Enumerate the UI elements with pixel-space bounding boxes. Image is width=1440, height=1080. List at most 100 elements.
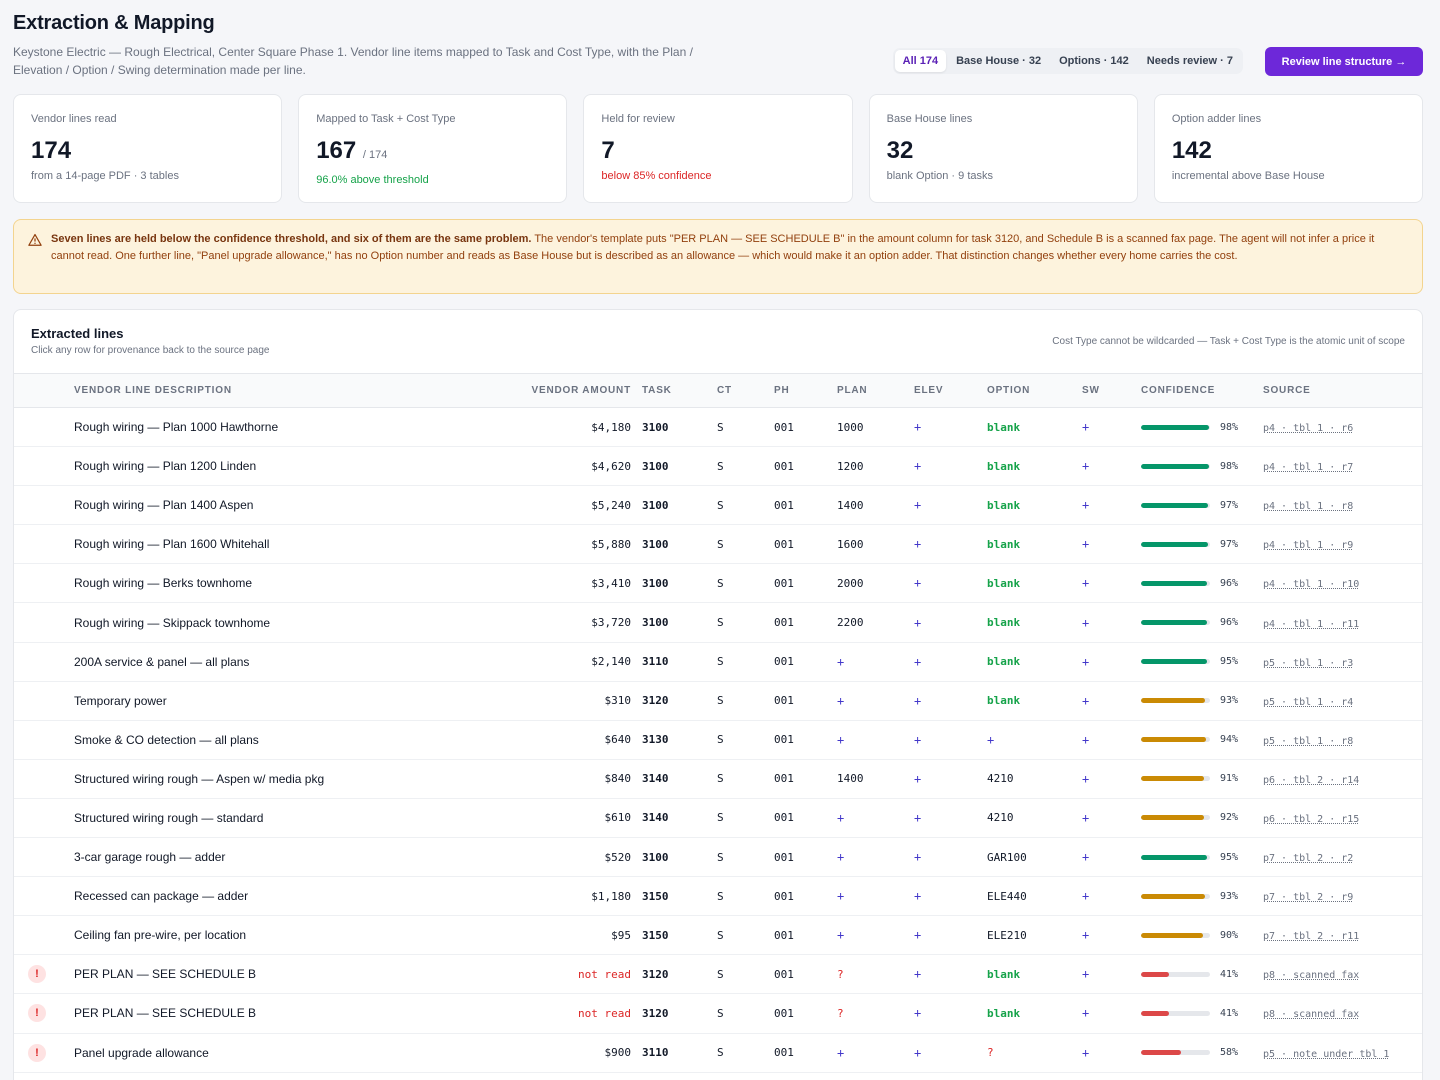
source-link[interactable]: p6 · tbl 2 · r15 bbox=[1263, 813, 1360, 825]
confidence-bar bbox=[1141, 932, 1210, 938]
stat-sub: blank Option · 9 tasks bbox=[886, 170, 993, 182]
row-cost-type: S bbox=[717, 485, 774, 526]
row-description: Panel upgrade allowance bbox=[74, 1033, 484, 1073]
row-elevation-value: + bbox=[914, 693, 922, 708]
confidence-bar bbox=[1141, 1010, 1210, 1016]
review-line-structure-button[interactable]: Review line structure → bbox=[1265, 47, 1423, 76]
row-swing-value: + bbox=[1082, 732, 1090, 747]
row-cost-type: S bbox=[717, 602, 774, 643]
table-row[interactable]: Structured wiring rough — standard $610 31… bbox=[14, 798, 1422, 839]
row-source: p5 · tbl 1 · r3 bbox=[1263, 642, 1422, 682]
row-cost-type-value: S bbox=[717, 811, 724, 825]
source-link[interactable]: p5 · tbl 1 · r3 bbox=[1263, 657, 1354, 669]
source-link[interactable]: p6 · tbl 2 · r14 bbox=[1263, 774, 1360, 786]
confidence-percent: 95% bbox=[1219, 851, 1238, 863]
stat-card-held: Held for review 7 below 85% confidence bbox=[583, 94, 853, 203]
row-elevation: + bbox=[914, 876, 987, 917]
source-link[interactable]: p4 · tbl 1 · r11 bbox=[1263, 618, 1360, 630]
row-plan: 2000 bbox=[837, 563, 914, 604]
table-row[interactable]: Smoke & CO detection — all plans $640 3130… bbox=[14, 720, 1422, 760]
row-task-value: 3120 bbox=[642, 1006, 669, 1020]
table-row[interactable]: 200A service & panel — all plans $2,140 31… bbox=[14, 642, 1422, 682]
table-row[interactable]: Rough wiring — Berks townhome $3,410 3100 S… bbox=[14, 563, 1422, 604]
source-link[interactable]: p4 · tbl 1 · r9 bbox=[1263, 540, 1354, 552]
stat-value: 142 bbox=[1171, 137, 1212, 164]
source-link[interactable]: p5 · tbl 1 · r4 bbox=[1263, 696, 1354, 708]
row-source: p4 · tbl 1 · r7 bbox=[1263, 446, 1422, 487]
row-elevation: + bbox=[914, 759, 987, 799]
row-elevation: + bbox=[914, 446, 987, 487]
source-link[interactable]: p8 · scanned fax bbox=[1263, 970, 1360, 982]
row-amount-value: $4,620 bbox=[591, 459, 631, 473]
row-description-value: PER PLAN — SEE SCHEDULE B bbox=[74, 967, 257, 982]
row-plan-value: + bbox=[837, 732, 845, 747]
row-source: p5 · tbl 1 · r8 bbox=[1263, 720, 1422, 760]
filter-options[interactable]: Options · 142 bbox=[1059, 55, 1129, 67]
table-row[interactable]: Rough wiring — Skippack townhome $3,720 31… bbox=[14, 602, 1422, 643]
confidence-meter: 90% bbox=[1141, 930, 1263, 941]
row-cost-type-value: S bbox=[717, 498, 724, 512]
source-link[interactable]: p4 · tbl 1 · r10 bbox=[1263, 579, 1360, 591]
confidence-bar-fill bbox=[1141, 737, 1206, 743]
table-row[interactable]: Recessed can package — adder $1,180 3150 S 0… bbox=[14, 876, 1422, 917]
row-option: GAR100 bbox=[987, 837, 1082, 878]
table-row[interactable]: Rough wiring — Plan 1400 Aspen $5,240 3100… bbox=[14, 485, 1422, 526]
filter-base-house[interactable]: Base House · 32 bbox=[956, 55, 1042, 67]
row-cost-type: S bbox=[717, 681, 774, 721]
alert-icon: ! bbox=[28, 965, 46, 984]
row-cost-type: S bbox=[717, 524, 774, 565]
table-row[interactable]: Temporary power $310 3120 S 001 + + blank +93% p5… bbox=[14, 681, 1422, 721]
table-row[interactable]: Structured wiring rough — Aspen w/ media… bbox=[14, 759, 1422, 799]
row-task-value: 3100 bbox=[642, 420, 669, 434]
row-task-value: 3100 bbox=[642, 616, 669, 630]
row-elevation: + bbox=[914, 524, 987, 565]
row-task-value: 3120 bbox=[642, 967, 669, 981]
source-link[interactable]: p5 · tbl 1 · r8 bbox=[1263, 735, 1354, 747]
row-source: p7 · tbl 2 · r2 bbox=[1263, 837, 1422, 878]
row-plan: + bbox=[837, 642, 914, 682]
table-row[interactable]: ! Panel upgrade allowance $900 3110 S 001 + +? +… bbox=[14, 1033, 1422, 1073]
row-amount-value: $2,140 bbox=[591, 655, 631, 669]
source-link[interactable]: p4 · tbl 1 · r7 bbox=[1263, 462, 1354, 474]
row-description-value: Rough wiring — Plan 1600 Whitehall bbox=[74, 537, 270, 552]
source-link[interactable]: p7 · tbl 2 · r11 bbox=[1263, 931, 1360, 943]
table-row[interactable]: Ceiling fan pre-wire, per location $95 315… bbox=[14, 915, 1422, 956]
row-swing-value: + bbox=[1082, 1006, 1090, 1021]
row-plan: + bbox=[837, 681, 914, 721]
row-description: Rough wiring — Berks townhome bbox=[74, 563, 484, 604]
row-cost-type: S bbox=[717, 642, 774, 682]
source-link[interactable]: p8 · scanned fax bbox=[1263, 1009, 1360, 1021]
page-title: Extraction & Mapping bbox=[13, 12, 215, 34]
row-swing-value: + bbox=[1082, 889, 1090, 904]
row-confidence: 93% bbox=[1141, 681, 1263, 721]
confidence-percent: 91% bbox=[1219, 773, 1238, 785]
table-row[interactable]: 3-car garage rough — adder $520 3100 S 001 + +… bbox=[14, 837, 1422, 878]
row-swing: + bbox=[1082, 720, 1141, 760]
source-link[interactable]: p5 · note under tbl 1 bbox=[1263, 1048, 1390, 1060]
row-option: blank bbox=[987, 563, 1082, 604]
stat-sub: 96.0% above threshold bbox=[316, 174, 429, 186]
table-row[interactable]: ! PER PLAN — SEE SCHEDULE B not read 3120 S 0… bbox=[14, 993, 1422, 1034]
page-header: Extraction & Mapping Keystone Electric —… bbox=[13, 12, 1423, 80]
row-amount-value: $610 bbox=[604, 811, 632, 825]
row-option: blank bbox=[987, 485, 1082, 526]
confidence-bar bbox=[1141, 815, 1210, 821]
col-amount: VENDOR AMOUNT bbox=[484, 373, 642, 408]
row-flag-cell bbox=[14, 563, 74, 604]
filter-all[interactable]: All 174 bbox=[894, 50, 947, 72]
table-row[interactable]: Rough wiring — Plan 1600 Whitehall $5,880… bbox=[14, 524, 1422, 565]
row-elevation-value: + bbox=[914, 654, 922, 669]
page-subtitle: Keystone Electric — Rough Electrical, Ce… bbox=[13, 45, 693, 77]
table-row[interactable]: Rough wiring — Plan 1000 Hawthorne $4,180… bbox=[14, 407, 1422, 448]
source-link[interactable]: p7 · tbl 2 · r9 bbox=[1263, 892, 1354, 904]
table-row[interactable]: ! PER PLAN — SEE SCHEDULE B not read 3120 S 0… bbox=[14, 954, 1422, 995]
row-plan-value: + bbox=[837, 928, 845, 943]
col-plan: PLAN bbox=[837, 373, 914, 408]
row-option: blank bbox=[987, 681, 1082, 721]
table-row[interactable]: Rough wiring — Plan 1200 Linden $4,620 310… bbox=[14, 446, 1422, 487]
source-link[interactable]: p4 · tbl 1 · r8 bbox=[1263, 501, 1354, 513]
source-link[interactable]: p4 · tbl 1 · r6 bbox=[1263, 423, 1354, 435]
filter-needs-review[interactable]: Needs review · 7 bbox=[1146, 55, 1233, 67]
stat-card-mapped: Mapped to Task + Cost Type 167 / 174 96.… bbox=[298, 94, 568, 203]
source-link[interactable]: p7 · tbl 2 · r2 bbox=[1263, 853, 1354, 865]
